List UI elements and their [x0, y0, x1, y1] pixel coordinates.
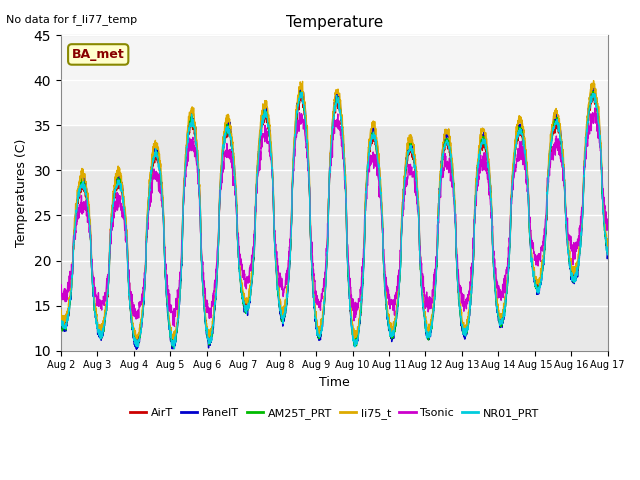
Text: No data for f_li77_temp: No data for f_li77_temp [6, 14, 138, 25]
Legend: AirT, PanelT, AM25T_PRT, li75_t, Tsonic, NR01_PRT: AirT, PanelT, AM25T_PRT, li75_t, Tsonic,… [125, 404, 543, 423]
Text: BA_met: BA_met [72, 48, 125, 61]
Bar [61, 36, 608, 125]
Title: Temperature: Temperature [285, 15, 383, 30]
X-axis label: Time: Time [319, 376, 349, 389]
Y-axis label: Temperatures (C): Temperatures (C) [15, 139, 28, 247]
